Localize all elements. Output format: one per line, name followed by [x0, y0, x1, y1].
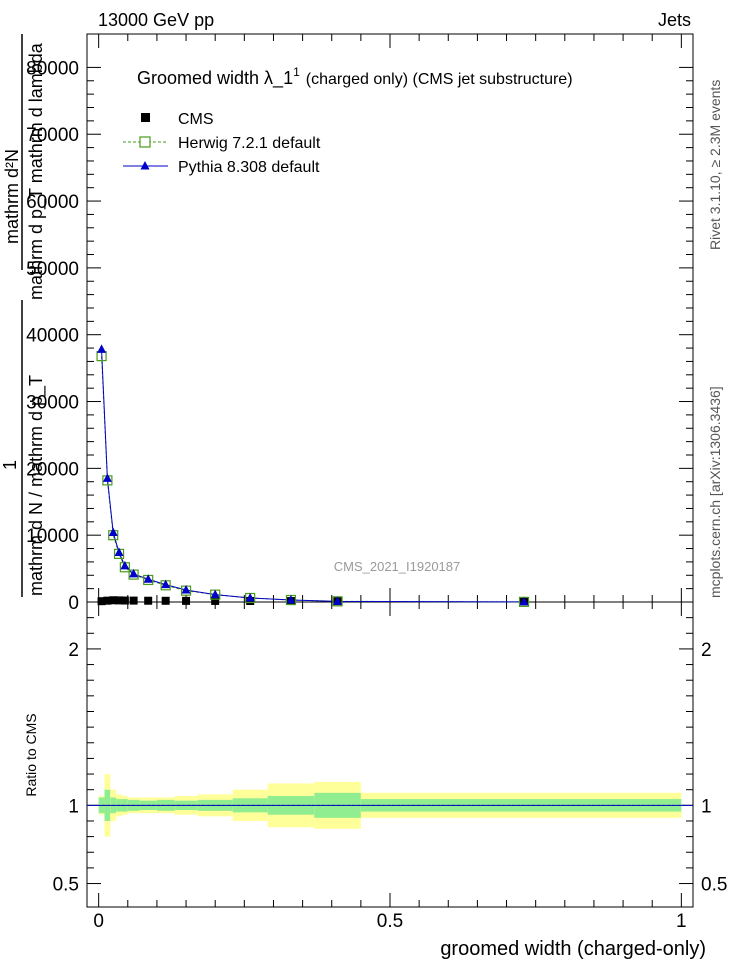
pythia-point: [210, 589, 220, 599]
pythia-point: [97, 344, 107, 353]
main-y-ticks: 0 10000 20000 30000 40000 50000 60000 70000 8000…: [26, 58, 693, 614]
ratio-tick-label: 0.5: [53, 875, 79, 896]
y-tick-label: 40000: [26, 326, 79, 347]
x-axis-label: groomed width (charged-only): [440, 938, 706, 960]
cms-point: [109, 596, 118, 605]
data-series: [96, 344, 530, 607]
svg-text:1: 1: [0, 460, 20, 470]
legend: CMS Herwig 7.2.1 default Pythia 8.308 defa…: [123, 111, 321, 176]
pythia-point: [129, 568, 139, 578]
x-tick-label: 0.5: [377, 911, 403, 932]
watermark: CMS_2021_I1920187: [334, 559, 461, 574]
header-left: 13000 GeV pp: [98, 10, 214, 30]
legend-marker-pythia: [140, 161, 150, 170]
svg-text:mathrm d N / mathrm d p_T: mathrm d N / mathrm d p_T: [26, 375, 47, 596]
y-tick-label: 10000: [26, 526, 79, 547]
cms-point: [129, 596, 138, 605]
cms-point: [211, 596, 220, 605]
y-tick-label: 70000: [26, 125, 79, 146]
pythia-point: [161, 579, 171, 589]
svg-text:mathrm d p_T mathrm d lambda: mathrm d p_T mathrm d lambda: [26, 42, 47, 300]
legend-label: CMS: [178, 111, 214, 128]
y-tick-label: 50000: [26, 259, 79, 280]
cms-point: [103, 596, 112, 605]
legend-marker-cms: [141, 113, 150, 122]
ratio-frame: [86, 601, 694, 908]
pythia-point: [102, 473, 112, 482]
cms-point: [144, 596, 153, 605]
y-tick-label: 80000: [26, 58, 79, 79]
cms-point: [97, 597, 106, 606]
header-right: Jets: [658, 10, 691, 30]
y-tick-label: 20000: [26, 459, 79, 480]
herwig-line: [101, 356, 525, 603]
pythia-line: [101, 349, 525, 603]
mcplots-label: mcplots.cern.ch [arXiv:1306.3436]: [707, 386, 723, 598]
pythia-point: [143, 574, 153, 583]
x-tick-label: 0: [93, 911, 104, 932]
ratio-y-ticks: 0.5 0.5 1 1 2 2: [53, 617, 727, 896]
y-tick-label: 0: [68, 593, 79, 614]
pythia-point: [519, 596, 529, 606]
y-axis-label-ratio: Ratio to CMS: [23, 713, 39, 796]
y-tick-label: 30000: [26, 393, 79, 414]
pythia-point: [114, 547, 124, 557]
ratio-bands: [87, 774, 693, 837]
ratio-tick-label-right: 1: [701, 796, 712, 817]
y-tick-label: 60000: [26, 192, 79, 213]
pythia-point: [245, 592, 255, 602]
legend-marker-herwig: [139, 136, 151, 148]
ratio-tick-label-right: 2: [701, 640, 712, 661]
pythia-point: [108, 527, 118, 537]
chart-title: Groomed width λ_11 (charged only) (CMS je…: [137, 65, 573, 89]
cms-point: [115, 596, 124, 605]
cms-point: [161, 596, 170, 605]
legend-label: Herwig 7.2.1 default: [178, 135, 321, 152]
pythia-point: [181, 584, 191, 594]
rivet-label: Rivet 3.1.10, ≥ 2.3M events: [707, 80, 723, 250]
svg-text:mathrm d²N: mathrm d²N: [2, 149, 22, 244]
cms-point: [120, 596, 129, 605]
ratio-tick-label-right: 0.5: [701, 875, 727, 896]
ratio-tick-label: 1: [68, 796, 79, 817]
pythia-point: [333, 596, 343, 605]
cms-point: [182, 596, 191, 605]
x-tick-label: 1: [676, 911, 687, 932]
pythia-point: [286, 594, 296, 604]
y-axis-label-main: mathrm d²N mathrm d p_T mathrm d lambda …: [0, 34, 47, 597]
legend-label: Pythia 8.308 default: [178, 159, 320, 176]
ratio-tick-label: 2: [68, 640, 79, 661]
pythia-point: [120, 560, 130, 570]
